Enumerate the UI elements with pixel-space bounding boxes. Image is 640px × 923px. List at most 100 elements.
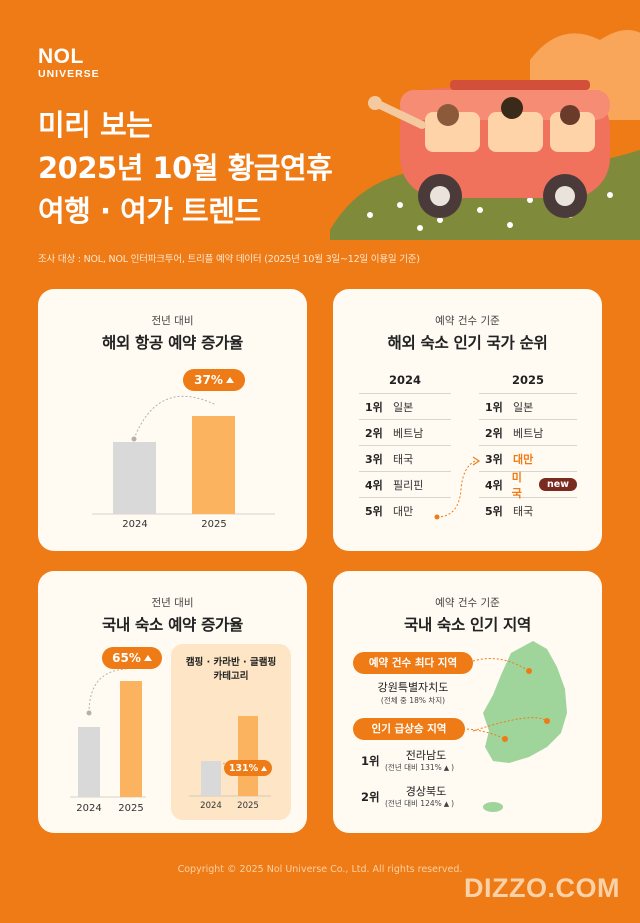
- camping-bar-2025: [238, 716, 258, 796]
- card1-subtitle: 전년 대비: [151, 315, 194, 327]
- card1-title: 해외 항공 예약 증가율: [102, 334, 243, 352]
- list-item: 1위 일본: [479, 393, 577, 419]
- list-item: 5위 태국: [479, 497, 577, 523]
- rising-note-1-text: (전년 대비 131%: [385, 763, 442, 772]
- camping-subcard: 캠핑 · 카라반 · 글램핑 카테고리 2024 2025 131%: [171, 644, 291, 820]
- card3-subtitle: 전년 대비: [151, 597, 194, 609]
- rising-note-2-text: (전년 대비 124%: [385, 799, 442, 808]
- rank-number: 5위: [485, 504, 503, 518]
- card-domestic-increase: 전년 대비 국내 숙소 예약 증가율 2024 2025 65% 캠핑 · 카라…: [38, 571, 307, 833]
- country-name: 베트남: [513, 426, 544, 440]
- title-line1: 미리 보는: [38, 108, 153, 142]
- card-overseas-ranking: 예약 건수 기준 해외 숙소 인기 국가 순위 2024 1위 일본 2위 베트남 …: [333, 289, 602, 551]
- list-item: 3위 대만: [479, 445, 577, 471]
- rank-number: 2위: [485, 426, 503, 440]
- top-region-label: 예약 건수 최다 지역: [353, 652, 473, 674]
- card1-xlabel-2024: 2024: [122, 519, 148, 530]
- ranking-2025: 2025 1위 일본 2위 베트남 3위 대만 4위 미국 new 5위 태국: [479, 367, 577, 523]
- survey-note: 조사 대상 : NOL, NOL 인터파크투어, 트리플 예약 데이터 (202…: [38, 254, 420, 265]
- camping-chart: [189, 762, 271, 797]
- card1-increase-badge: 37%: [183, 369, 245, 391]
- country-name: 미국: [511, 470, 522, 500]
- card1-bar-2025: [192, 416, 235, 514]
- card2-title: 해외 숙소 인기 국가 순위: [387, 334, 548, 352]
- country-name: 베트남: [393, 426, 424, 440]
- camping-increase-badge: 131%: [224, 760, 272, 776]
- footer-copyright: Copyright © 2025 Nol Universe Co., Ltd. …: [177, 864, 463, 875]
- card3-bar-2024: [78, 727, 100, 797]
- ranking-2024: 2024 1위 일본 2위 베트남 3위 태국 4위 필리핀 5위 대만: [359, 367, 451, 523]
- country-name: 일본: [393, 400, 414, 414]
- card3-xlabel-2024: 2024: [76, 803, 102, 814]
- brand-logo: NOL UNIVERSE: [38, 46, 100, 80]
- ranking-year-2025: 2025: [511, 373, 544, 387]
- camping-title-line1: 캠핑 · 카라반 · 글램핑: [185, 657, 277, 668]
- country-name: 대만: [393, 504, 414, 518]
- card3-title: 국내 숙소 예약 증가율: [102, 616, 243, 634]
- new-badge: new: [539, 478, 577, 491]
- rising-region-1: 전라남도: [405, 749, 447, 762]
- rank-number: 5위: [365, 504, 383, 518]
- rising-region-2: 경상북도: [405, 785, 447, 798]
- list-item: 1위 일본: [359, 393, 451, 419]
- brand-line1: NOL: [38, 45, 84, 68]
- top-region-note: (전체 중 18% 차지): [380, 696, 446, 705]
- brand-line2: UNIVERSE: [38, 68, 100, 80]
- country-name: 태국: [393, 452, 414, 466]
- top-region-name: 강원특별자치도: [377, 681, 449, 694]
- card3-bar-2025: [120, 681, 142, 797]
- up-arrow-icon: ▲: [443, 799, 450, 808]
- rising-note-2-close: ): [451, 799, 455, 808]
- country-name: 일본: [513, 400, 534, 414]
- card3-chart: [70, 668, 146, 798]
- list-item: 3위 태국: [359, 445, 451, 471]
- card1-xlabel-2025: 2025: [201, 519, 227, 530]
- camping-xlabel-2024: 2024: [200, 801, 222, 811]
- country-name: 필리핀: [393, 478, 424, 492]
- list-item: 5위 대만: [359, 497, 451, 523]
- rising-rank-2: 2위: [361, 790, 380, 804]
- rank-number: 4위: [485, 478, 503, 492]
- ranking-year-2024: 2024: [388, 373, 421, 387]
- camping-increase-value: 131%: [228, 762, 259, 774]
- rising-region-label: 인기 급상승 지역: [353, 718, 465, 740]
- up-arrow-icon: [225, 377, 234, 383]
- up-arrow-icon: [143, 655, 152, 661]
- rank-number: 1위: [485, 400, 503, 414]
- up-arrow-icon: ▲: [443, 763, 450, 772]
- card-overseas-flight: 전년 대비 해외 항공 예약 증가율 2024 2025 37%: [38, 289, 307, 551]
- card3-increase-badge: 65%: [102, 647, 162, 669]
- card-domestic-regions: 예약 건수 기준 국내 숙소 인기 지역 예약 건수 최다 지역 강원특별자치도…: [333, 571, 602, 833]
- rank-number: 1위: [365, 400, 383, 414]
- card4-title: 국내 숙소 인기 지역: [404, 616, 531, 634]
- rank-number: 3위: [365, 452, 383, 466]
- camping-title-line2: 카테고리: [213, 671, 249, 682]
- rising-note-2: (전년 대비 124% ▲): [385, 798, 454, 809]
- up-arrow-icon: [261, 765, 268, 771]
- list-item: 2위 베트남: [479, 419, 577, 445]
- korea-map: [466, 641, 567, 812]
- country-name: 태국: [513, 504, 534, 518]
- title-line3: 여행 · 여가 트렌드: [38, 194, 261, 228]
- camping-bar-2024: [201, 761, 221, 796]
- watermark: DIZZO.COM: [464, 873, 620, 903]
- page-title: 미리 보는 2025년 10월 황금연휴 여행 · 여가 트렌드: [38, 104, 333, 233]
- card1-connector: [92, 395, 275, 515]
- van-illustration: [330, 30, 640, 240]
- card3-increase-value: 65%: [112, 651, 141, 665]
- card3-xlabel-2025: 2025: [118, 803, 144, 814]
- list-item: 4위 필리핀: [359, 471, 451, 497]
- camping-xlabel-2025: 2025: [237, 801, 259, 811]
- list-item: 4위 미국 new: [479, 471, 577, 500]
- card2-subtitle: 예약 건수 기준: [435, 315, 500, 327]
- card1-bar-2024: [113, 442, 156, 514]
- rising-rank-1: 1위: [361, 754, 380, 768]
- card4-subtitle: 예약 건수 기준: [435, 597, 500, 609]
- rank-number: 3위: [485, 452, 503, 466]
- title-line2: 2025년 10월 황금연휴: [38, 151, 333, 185]
- card1-increase-value: 37%: [194, 373, 223, 387]
- list-item: 2위 베트남: [359, 419, 451, 445]
- rising-note-1-close: ): [451, 763, 455, 772]
- rank-number: 4위: [365, 478, 383, 492]
- camping-category-title: 캠핑 · 카라반 · 글램핑 카테고리: [171, 656, 291, 684]
